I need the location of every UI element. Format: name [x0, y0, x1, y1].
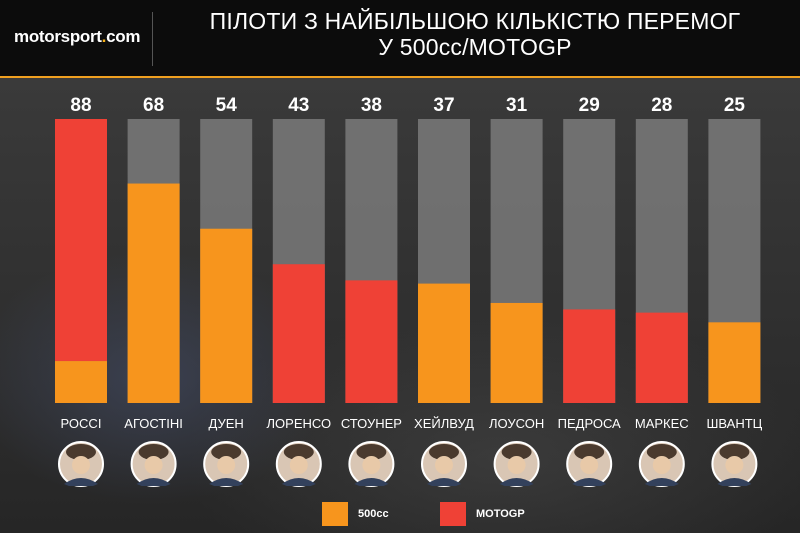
- bar-motogp-стоунер: [345, 280, 398, 403]
- category-label-стоунер: СТОУНЕР: [341, 416, 402, 431]
- rider-shoulders-хейлвуд: [427, 478, 461, 486]
- title-line-2: У 500cc/MOTOGP: [378, 34, 572, 60]
- data-label-хейлвуд: 37: [433, 95, 454, 116]
- data-label-дуен: 54: [216, 95, 238, 116]
- category-label-швантц: ШВАНТЦ: [707, 416, 763, 431]
- bar-motogp-педроса: [563, 309, 616, 403]
- rider-hair-лоусон: [501, 444, 532, 460]
- rider-shoulders-лоренсо: [281, 478, 316, 486]
- bar-chart: 88 РОССІ 68 АГОСТІНІ 54 ДУЕН 43 ЛОРЕНСО 38 СТОУНЕ…: [55, 95, 763, 487]
- category-label-агостіні: АГОСТІНІ: [124, 416, 183, 431]
- rider-face-россі: [72, 456, 90, 474]
- rider-face-лоренсо: [289, 456, 308, 474]
- header: motorsport.com ПІЛОТИ З НАЙБІЛЬШОЮ КІЛЬК…: [0, 0, 800, 78]
- rider-face-дуен: [217, 456, 236, 474]
- data-label-россі: 88: [70, 95, 91, 116]
- rider-face-хейлвуд: [435, 456, 453, 474]
- legend-label-motogp: MOTOGP: [476, 508, 525, 520]
- rider-shoulders-маркес: [644, 478, 679, 486]
- data-label-стоунер: 38: [361, 95, 382, 116]
- rider-shoulders-дуен: [209, 478, 244, 486]
- title-line-1: ПІЛОТИ З НАЙБІЛЬШОЮ КІЛЬКІСТЮ ПЕРЕМОГ: [209, 8, 741, 34]
- chart-title: ПІЛОТИ З НАЙБІЛЬШОЮ КІЛЬКІСТЮ ПЕРЕМОГ У …: [160, 8, 790, 60]
- bar-500cc-лоусон: [490, 302, 543, 403]
- bar-500cc-россі: [55, 361, 107, 403]
- bar-motogp-маркес: [635, 312, 688, 403]
- rider-face-маркес: [652, 456, 671, 474]
- bar-motogp-россі: [55, 119, 107, 362]
- rider-face-агостіні: [144, 456, 163, 474]
- bar-500cc-агостіні: [127, 183, 180, 403]
- legend-swatch-motogp: [440, 502, 466, 526]
- category-label-хейлвуд: ХЕЙЛВУД: [414, 416, 474, 431]
- legend-swatch-500cc: [322, 502, 348, 526]
- data-label-маркес: 28: [651, 95, 672, 116]
- rider-shoulders-лоусон: [499, 478, 534, 486]
- rider-face-педроса: [580, 456, 599, 474]
- category-label-маркес: МАРКЕС: [635, 416, 689, 431]
- rider-shoulders-агостіні: [136, 478, 171, 486]
- bar-500cc-дуен: [200, 228, 253, 403]
- rider-hair-маркес: [646, 444, 677, 460]
- bar-500cc-швантц: [708, 322, 761, 403]
- legend-item-500cc: 500cc: [322, 502, 389, 526]
- data-label-лоренсо: 43: [288, 95, 309, 116]
- rider-hair-россі: [66, 444, 96, 460]
- data-label-педроса: 29: [579, 95, 600, 116]
- rider-shoulders-россі: [64, 478, 98, 486]
- rider-hair-швантц: [719, 444, 750, 460]
- rider-hair-лоренсо: [283, 444, 314, 460]
- header-accent-rule: [0, 76, 800, 78]
- rider-hair-педроса: [574, 444, 605, 460]
- data-label-агостіні: 68: [143, 95, 164, 116]
- data-label-швантц: 25: [724, 95, 746, 116]
- rider-hair-стоунер: [356, 444, 387, 460]
- category-label-лоренсо: ЛОРЕНСО: [267, 416, 332, 431]
- legend-item-motogp: MOTOGP: [440, 502, 525, 526]
- rider-shoulders-стоунер: [354, 478, 389, 486]
- data-label-лоусон: 31: [506, 95, 528, 116]
- header-divider: [152, 12, 153, 66]
- rider-hair-агостіні: [138, 444, 169, 460]
- rider-hair-хейлвуд: [429, 444, 459, 460]
- rider-shoulders-педроса: [572, 478, 607, 486]
- category-label-педроса: ПЕДРОСА: [558, 416, 621, 431]
- rider-face-стоунер: [362, 456, 381, 474]
- bar-500cc-хейлвуд: [418, 283, 470, 403]
- bar-motogp-лоренсо: [272, 264, 325, 403]
- motorsport-logo: motorsport.com: [14, 27, 141, 46]
- category-label-лоусон: ЛОУСОН: [489, 416, 544, 431]
- rider-hair-дуен: [211, 444, 242, 460]
- rider-face-швантц: [725, 456, 744, 474]
- category-label-дуен: ДУЕН: [209, 416, 244, 431]
- category-label-россі: РОССІ: [61, 416, 102, 431]
- legend-label-500cc: 500cc: [358, 508, 389, 520]
- rider-face-лоусон: [507, 456, 526, 474]
- rider-shoulders-швантц: [717, 478, 752, 486]
